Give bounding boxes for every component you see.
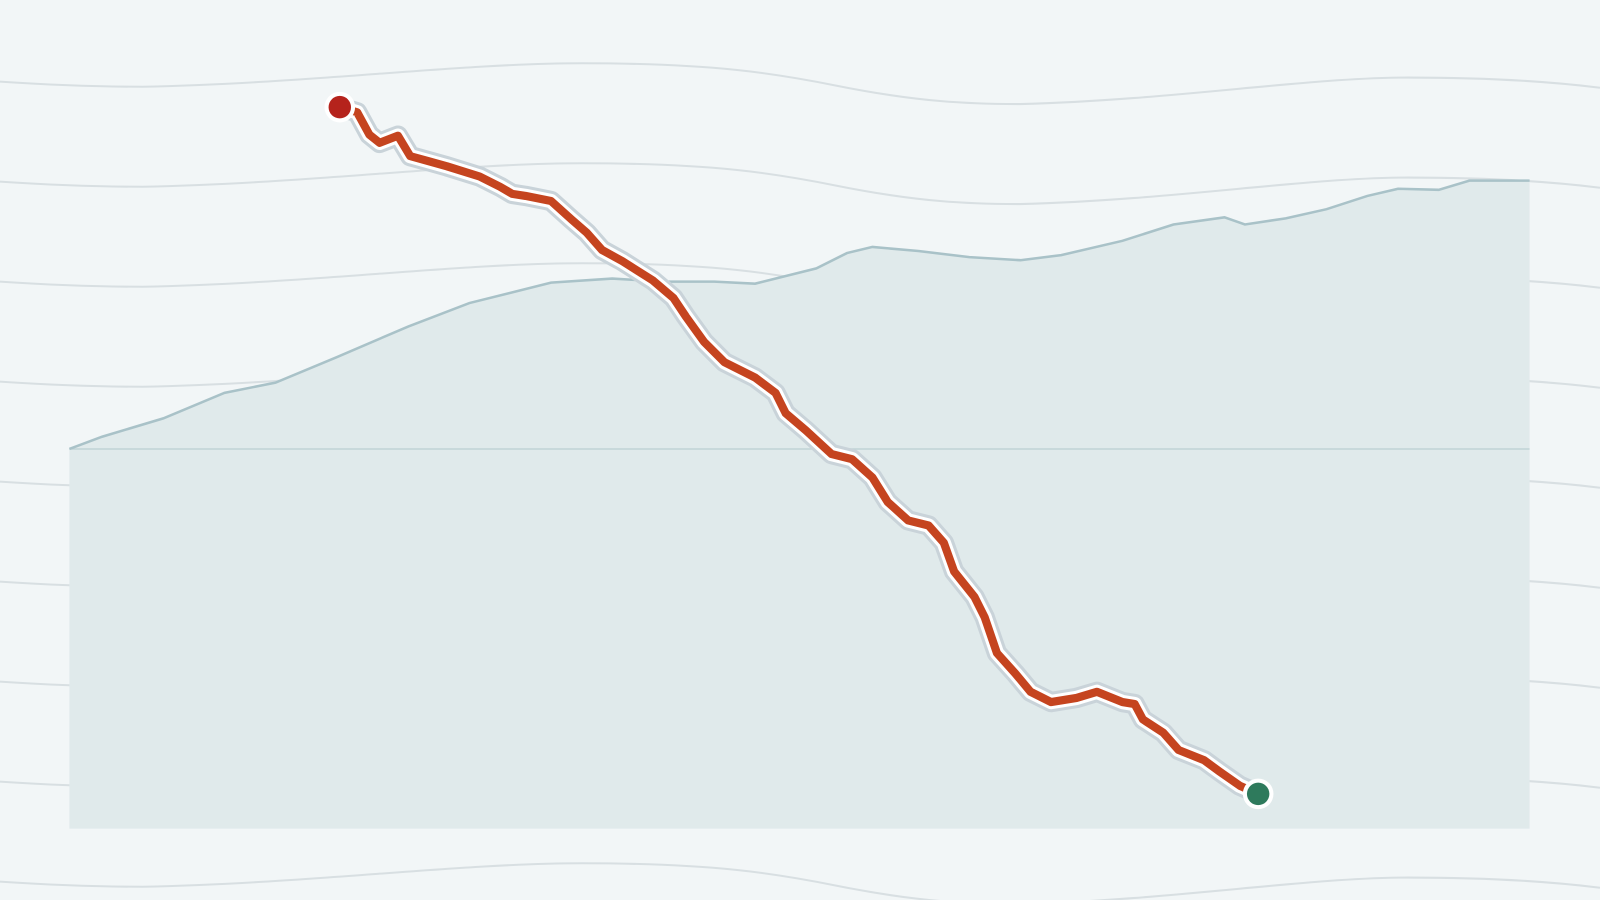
elevation-profile xyxy=(68,179,1530,451)
route xyxy=(329,96,1269,805)
contour-line xyxy=(0,162,1600,206)
start-marker[interactable] xyxy=(328,95,352,119)
end-marker[interactable] xyxy=(1246,782,1270,806)
elevation-area xyxy=(69,180,1530,829)
contour-line xyxy=(0,62,1600,106)
route-line xyxy=(335,103,1263,798)
contour-line xyxy=(0,862,1600,900)
